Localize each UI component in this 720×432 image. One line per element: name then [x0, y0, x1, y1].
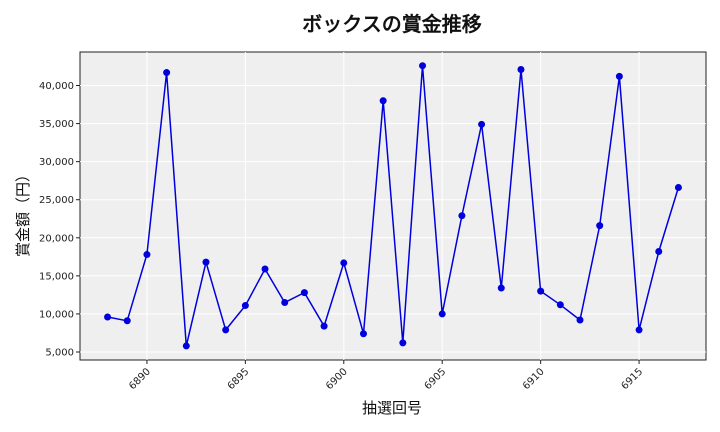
y-tick-label: 25,000 [39, 195, 74, 206]
y-tick-label: 35,000 [39, 119, 74, 130]
data-point [104, 313, 112, 321]
y-tick-label: 15,000 [39, 271, 74, 282]
data-point [202, 258, 210, 266]
chart-title: ボックスの賞金推移 [302, 12, 481, 36]
data-point [359, 330, 367, 338]
data-point [163, 69, 171, 77]
data-point [635, 326, 643, 334]
data-point [655, 247, 663, 255]
data-point [222, 326, 230, 334]
data-point [596, 222, 604, 230]
x-tick-label: 6910 [521, 366, 547, 392]
y-tick-label: 40,000 [39, 81, 74, 92]
data-point [478, 120, 486, 128]
data-point [556, 301, 564, 309]
data-point [399, 339, 407, 347]
data-point [281, 299, 289, 307]
data-point [241, 302, 249, 310]
data-point [379, 97, 387, 105]
data-point [517, 66, 525, 74]
data-line [107, 65, 680, 347]
data-point [576, 316, 584, 324]
data-point [261, 265, 269, 273]
data-point [123, 317, 131, 325]
data-point [438, 310, 446, 318]
y-tick-label: 20,000 [39, 233, 74, 244]
data-point [674, 184, 682, 192]
data-point [615, 72, 623, 80]
x-axis-label: 抽選回号 [362, 399, 422, 417]
x-tick-label: 6915 [619, 366, 645, 392]
data-point [340, 259, 348, 267]
data-point [458, 212, 466, 220]
y-tick-label: 10,000 [39, 309, 74, 320]
y-tick-label: 30,000 [39, 157, 74, 168]
data-point [300, 289, 308, 297]
y-tick-label: 5,000 [45, 348, 74, 359]
x-tick-label: 6890 [127, 366, 153, 392]
x-tick-label: 6895 [226, 366, 252, 392]
data-point [497, 284, 505, 292]
x-axis-ticks: 6890 6895 6900 6905 6910 6915 [127, 360, 645, 392]
y-axis-ticks: 5,000 10,000 15,000 20,000 25,000 30,000 35,00… [39, 81, 80, 359]
data-markers [104, 62, 682, 350]
data-point [419, 62, 427, 70]
x-tick-label: 6900 [324, 366, 350, 392]
x-tick-label: 6905 [423, 366, 449, 392]
y-axis-label: 賞金額（円） [14, 167, 32, 257]
data-point [143, 251, 151, 259]
data-point [320, 322, 328, 330]
data-point [537, 287, 545, 295]
data-point [182, 342, 190, 350]
